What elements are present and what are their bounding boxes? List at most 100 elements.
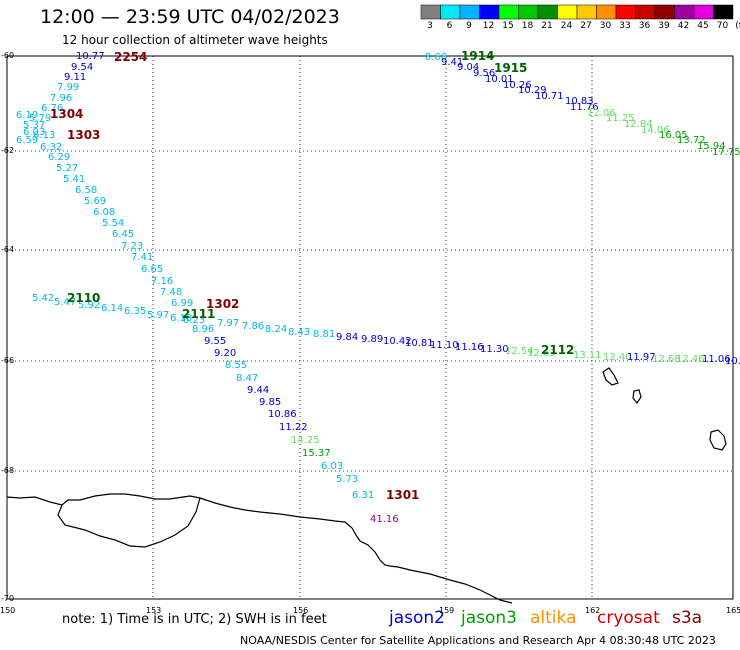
longitude-label: 150 [0,606,16,615]
wave-height-value: 5.41 [63,174,86,185]
colorbar-label: 30 [599,21,612,31]
wave-height-value: 6.31 [352,490,375,501]
wave-height-value: 10.81 [405,338,434,349]
latitude-label: -64 [1,245,15,254]
wave-height-value: 6.29 [48,152,71,163]
wave-height-value: 9.85 [259,397,282,408]
wave-height-value: 9.11 [64,72,87,83]
wave-height-value: 7.16 [151,276,174,287]
wave-height-value: 11.97 [627,352,656,363]
wave-height-value: 6.45 [112,229,135,240]
wave-height-value: 11.22 [279,422,308,433]
wave-height-value: 8.81 [313,329,336,340]
colorbar-swatch [693,4,714,20]
wave-height-value: 8.55 [225,360,248,371]
longitude-label: 162 [585,606,601,615]
wave-height-value: 8.43 [288,327,311,338]
wave-height-value: 6.65 [141,264,164,275]
wave-height-value: 7.48 [160,287,183,298]
colorbar-label: 21 [541,21,553,31]
colorbar-label: 33 [619,21,631,31]
pass-time-label: 2112 [541,343,575,357]
wave-height-value: 6.99 [171,298,194,309]
wave-height-value: 10.42 [383,336,412,347]
pass-time-label: 1304 [50,107,84,121]
latitude-label: -68 [1,466,15,475]
wave-height-value: 6.19 [16,110,39,121]
colorbar-swatch [518,4,539,20]
colorbar-label: 42 [677,21,690,31]
wave-height-value: 15.37 [302,448,331,459]
wave-height-value: 12.06 [587,108,616,119]
longitude-label: 153 [146,606,162,615]
wave-height-value: 9.56 [473,68,496,79]
island-1 [602,367,619,386]
legend-cryosat: cryosat [597,608,660,628]
colorbar-label: 6 [446,21,453,31]
island-2 [632,389,642,405]
colorbar-label: 12 [482,21,495,31]
wave-height-value: 11.16 [455,342,484,353]
colorbar-swatch [479,4,500,20]
wave-height-value: 6.03 [321,461,344,472]
wave-height-value: 11.25 [606,113,635,124]
colorbar-label: 3 [427,21,433,31]
colorbar-swatch [674,4,695,20]
colorbar-swatch [615,4,636,20]
wave-height-value: 10.26 [503,80,532,91]
wave-height-value: 6.58 [75,185,98,196]
wave-height-value: 6.13 [33,130,56,141]
wave-height-value: 7.23 [121,241,144,252]
latitude-label: -62 [1,146,15,155]
wave-height-value: 7.97 [217,318,240,329]
wave-height-value: 17.75 [712,147,740,158]
wave-height-value: 8.96 [192,324,215,335]
wave-height-value: 41.16 [370,514,399,525]
wave-height-value: 11.10 [430,340,459,351]
wave-height-value: 11.30 [480,344,509,355]
pass-time-label: 2254 [114,50,148,64]
wave-height-value: 12.84 [624,119,653,130]
wave-height-value: 11.76 [570,102,599,113]
wave-height-value: 15.94 [697,141,726,152]
wave-height-value: 6.03 [23,127,46,138]
colorbar-swatch [498,4,519,20]
pass-time-label: 1914 [461,49,495,63]
pass-time-label: 2111 [182,307,216,321]
colorbar-swatch [459,4,480,20]
latitude-label: -70 [1,594,15,603]
wave-height-value: 8.47 [236,373,259,384]
colorbar-swatch [420,4,441,20]
legend-altika: altika [530,608,577,628]
wave-height-value: 5.27 [56,163,79,174]
wave-height-value: 5.69 [84,196,107,207]
wave-height-value: 5.37 [23,120,46,131]
wave-height-value: 7.41 [131,252,154,263]
colorbar-swatch [576,4,597,20]
colorbar-label: 18 [521,21,534,31]
colorbar-swatch [654,4,675,20]
wave-height-value: 13.72 [677,135,706,146]
color-scale-bar [420,4,734,20]
coastline-main [6,493,513,604]
colorbar-label: 45 [697,21,709,31]
wave-height-value: 12.68 [652,354,681,365]
wave-height-value: 6.18 [170,313,193,324]
colorbar-label: 39 [658,21,670,31]
pass-time-label: 1302 [206,297,240,311]
wave-height-value: 9.54 [71,62,94,73]
wave-height-value: 9.04 [457,62,480,73]
wave-height-value: 5.92 [78,300,101,311]
latitude-label: -60 [1,51,15,60]
wave-height-value: 10.01 [485,74,514,85]
wave-height-value: 9.84 [336,332,359,343]
wave-height-value: 7.99 [57,82,80,93]
latitude-label: -66 [1,356,15,365]
wave-height-value: 12.46 [676,354,705,365]
colorbar-swatch [596,4,617,20]
wave-height-value: 8.24 [265,324,288,335]
wave-height-value: 10.86 [268,409,297,420]
legend-s3a: s3a [672,608,703,628]
colorbar-label: 27 [580,21,592,31]
